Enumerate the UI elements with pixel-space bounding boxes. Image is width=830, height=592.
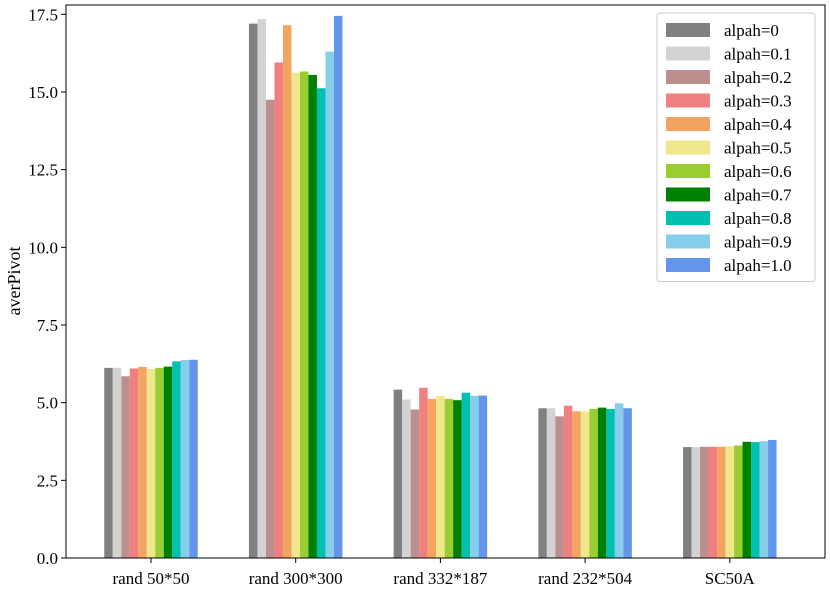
bar [333,15,343,558]
bar [563,405,573,558]
legend-swatch [666,23,710,37]
y-tick-label: 7.5 [37,316,58,335]
bar [623,408,632,558]
bar [121,376,130,558]
y-tick-label: 17.5 [28,5,58,24]
bar [265,99,275,558]
bar [138,366,147,558]
bar [572,411,581,558]
x-tick-label: rand 300*300 [249,569,343,588]
bar [708,446,718,558]
x-tick-label: rand 332*187 [393,569,487,588]
x-tick-label: rand 232*504 [538,569,632,588]
bar [189,359,198,558]
bar [742,441,752,558]
bar [112,367,122,558]
y-tick-label: 0.0 [37,549,58,568]
y-tick-label: 5.0 [37,394,58,413]
bar [606,408,615,558]
legend-label: alpah=0.7 [724,186,792,205]
plot-frame [65,4,826,559]
legend-swatch [666,140,710,155]
legend-label: alpah=0.8 [724,209,792,228]
legend-swatch [666,70,710,84]
legend-label: alpah=0.3 [724,92,792,111]
y-axis-title: averPivot [4,247,24,316]
bar [248,23,258,559]
bar [725,446,735,558]
bar [580,411,590,558]
legend-swatch [666,117,710,131]
bar [700,446,709,558]
legend-label: alpah=1.0 [724,256,792,275]
legend-swatch [666,93,710,108]
y-tick-label: 15.0 [28,83,58,102]
legend-swatch [666,187,710,202]
bar [146,369,156,558]
bar [172,361,181,558]
legend-swatch [666,234,710,249]
bar [282,25,292,558]
bar [546,408,556,558]
legend-swatch [666,211,710,225]
bar [393,389,403,558]
x-axis: rand 50*50 rand 300*300 rand 332*187 rand 2… [113,558,756,588]
bar [768,439,777,558]
bar [402,399,411,558]
bar [104,367,113,558]
bar [129,368,139,558]
bar [555,416,564,558]
legend-swatch [666,258,710,272]
bar [155,367,164,558]
bars-group [104,15,777,559]
bar [597,407,607,558]
legend-label: alpah=0.6 [724,162,792,181]
bar [717,446,726,558]
bar [538,408,547,558]
bar [461,392,471,558]
y-tick-label: 2.5 [37,471,58,490]
legend: alpah=0 alpah=0.1 alpah=0.2 alpah=0.3 alpah=… [656,12,816,282]
bar [257,18,266,558]
bar [759,441,769,558]
bar [163,366,173,558]
bar [308,74,317,559]
bar [274,62,283,558]
bar [444,398,454,558]
legend-label: alpah=0.5 [724,139,792,158]
bar [180,360,190,558]
legend-swatch [666,164,710,178]
bar [751,442,760,558]
legend-label: alpah=0.2 [724,68,792,87]
legend-label: alpah=0.4 [724,115,792,134]
y-tick-label: 12.5 [28,161,58,180]
bar [410,409,420,558]
y-axis: 0.0 2.5 5.0 7.5 10.0 12.5 15.0 17.5 [28,5,66,568]
bar [325,51,334,558]
bar [299,71,309,559]
bar [589,408,598,558]
bar [316,88,326,558]
legend-label: alpah=0.9 [724,233,792,252]
bar [734,445,743,558]
x-tick-label: rand 50*50 [113,569,190,588]
bar [470,395,479,558]
bar [419,387,428,558]
legend-label: alpah=0.1 [724,45,792,64]
bar [427,398,437,558]
bar [691,447,701,558]
y-tick-label: 10.0 [28,238,58,257]
bar [478,395,488,558]
legend-label: alpah=0 [724,21,779,40]
bar [436,395,445,558]
bar [614,403,624,558]
bar [683,447,692,558]
legend-swatch [666,46,710,61]
bar [291,72,300,559]
x-tick-label: SC50A [705,569,756,588]
bar [453,400,462,558]
